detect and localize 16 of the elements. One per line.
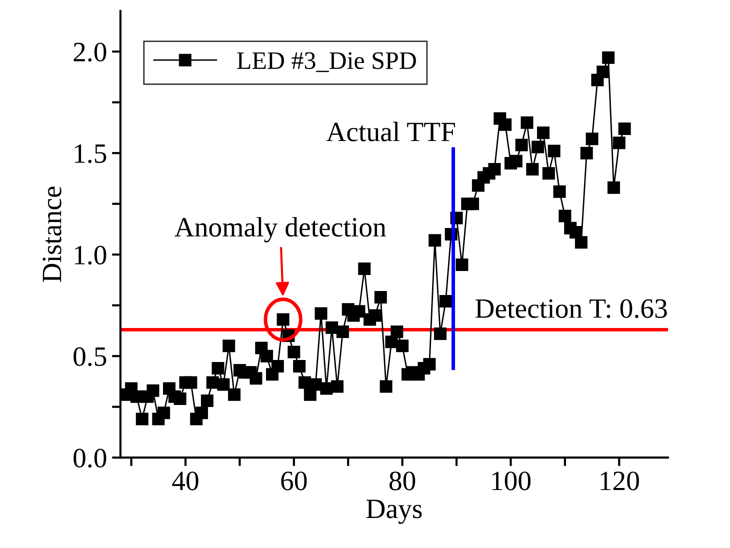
y-tick-label: 1.0	[74, 246, 106, 265]
y-tick-label: 1.5	[74, 144, 106, 164]
x-axis-title: Days	[366, 500, 422, 524]
y-tick-label: 0.0	[74, 448, 106, 468]
annotation: Anomaly detection	[174, 217, 386, 242]
x-tick-label: 60	[281, 472, 307, 490]
x-tick-label: 40	[172, 472, 198, 490]
y-tick-label: 2.0	[74, 42, 106, 62]
ref-line-label: Detection T: 0.63	[475, 299, 667, 318]
annotation: Actual TTF	[326, 122, 455, 142]
legend-label: LED #3_Die SPD	[237, 52, 416, 72]
x-tick-label: 100	[492, 472, 531, 490]
y-axis-title: Distance	[42, 186, 62, 282]
x-tick-label: 80	[390, 472, 416, 490]
x-tick-label: 120	[600, 472, 639, 490]
y-tick-label: 0.5	[74, 347, 106, 366]
